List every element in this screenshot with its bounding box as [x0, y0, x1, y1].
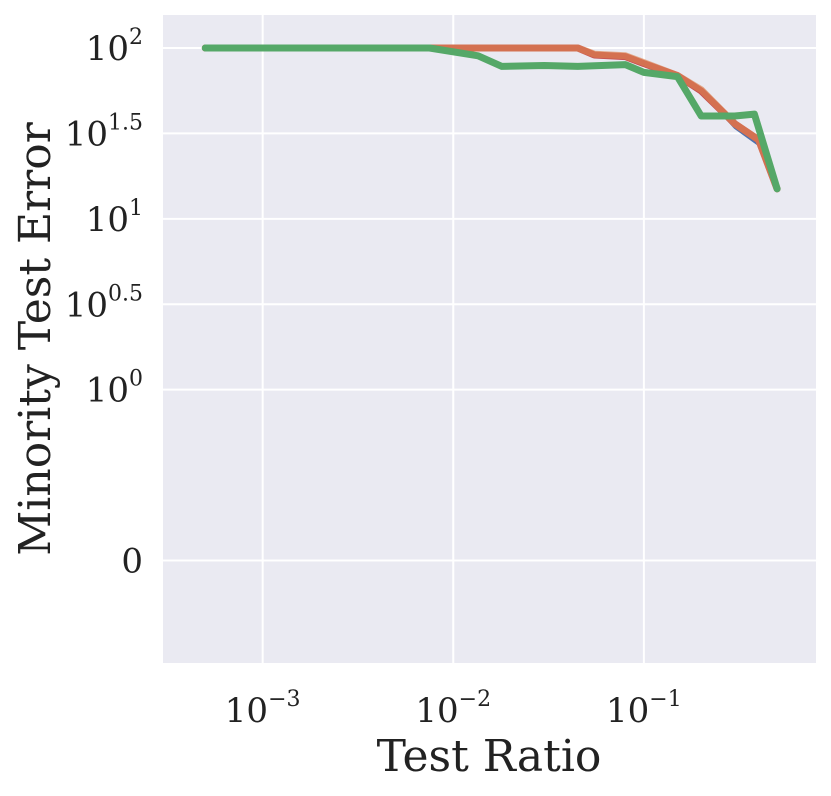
series-layer: [201, 44, 781, 193]
x-tick-label: 10−3: [225, 687, 301, 731]
x-tick-label: 10−2: [415, 687, 491, 731]
y-tick-labels: 102 101.5 101 100.5 100 0: [65, 25, 143, 582]
y-axis-title: Minority Test Error: [10, 121, 61, 555]
y-tick-label: 100: [86, 367, 143, 411]
y-tick-label: 101: [86, 196, 143, 240]
plot-background: [163, 15, 816, 663]
y-tick-label: 101.5: [65, 110, 143, 154]
x-axis-title: Test Ratio: [377, 731, 602, 782]
y-tick-label: 0: [121, 542, 143, 582]
x-tick-labels: 10−3 10−2 10−1: [225, 687, 682, 731]
y-tick-label: 100.5: [65, 281, 143, 325]
x-tick-label: 10−1: [606, 687, 682, 731]
y-tick-label: 102: [86, 25, 143, 69]
series-line-3: [201, 44, 781, 193]
series-line-4: [201, 44, 781, 193]
